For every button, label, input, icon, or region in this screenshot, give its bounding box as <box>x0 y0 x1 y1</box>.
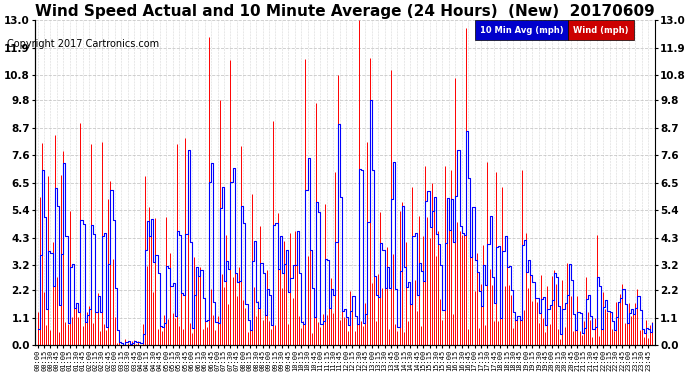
Text: Wind (mph): Wind (mph) <box>573 26 629 34</box>
Title: Wind Speed Actual and 10 Minute Average (24 Hours)  (New)  20170609: Wind Speed Actual and 10 Minute Average … <box>35 4 655 19</box>
Text: 10 Min Avg (mph): 10 Min Avg (mph) <box>480 26 564 34</box>
Text: Copyright 2017 Cartronics.com: Copyright 2017 Cartronics.com <box>7 39 159 50</box>
